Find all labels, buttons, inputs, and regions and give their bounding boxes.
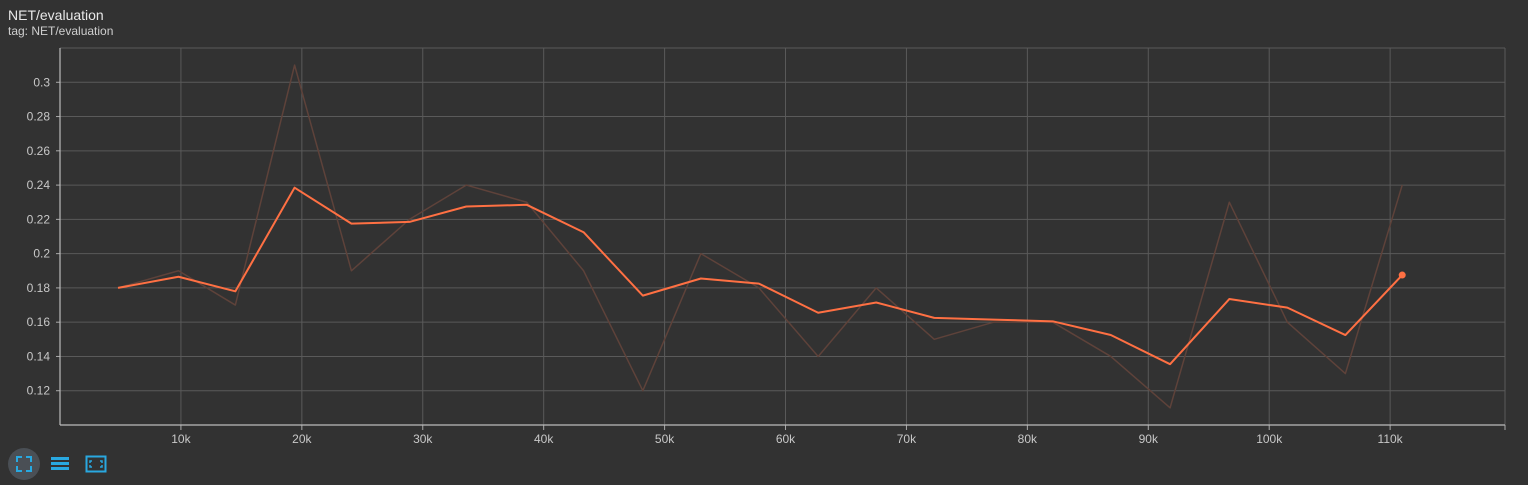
y-tick-label: 0.24 <box>27 178 51 192</box>
x-tick-label: 90k <box>1139 432 1159 445</box>
y-tick-label: 0.16 <box>27 315 51 329</box>
data-table-button[interactable] <box>44 448 76 480</box>
y-tick-label: 0.12 <box>27 384 51 398</box>
line-chart: 0.12 0.14 0.16 0.18 0.2 0.22 0.24 0.26 0.28 0.3 10… <box>27 47 1506 445</box>
y-tick-label: 0.28 <box>27 110 51 124</box>
y-tick-label: 0.18 <box>27 281 51 295</box>
axis-layer: 0.12 0.14 0.16 0.18 0.2 0.22 0.24 0.26 0.28 0.3 10… <box>27 48 1506 445</box>
y-tick-label: 0.26 <box>27 144 51 158</box>
fullscreen-icon <box>16 456 32 472</box>
fit-domain-icon <box>85 455 107 473</box>
x-tick-label: 110k <box>1378 432 1404 445</box>
y-tick-label: 0.3 <box>33 75 50 89</box>
grid-layer <box>60 47 1506 425</box>
y-tick-label: 0.2 <box>33 247 50 261</box>
chart-title: NET/evaluation <box>8 7 104 23</box>
x-tick-label: 40k <box>534 432 554 445</box>
x-tick-label: 30k <box>413 432 433 445</box>
data-table-icon <box>51 457 69 470</box>
x-tick-label: 10k <box>171 432 191 445</box>
raw-series-line <box>117 64 1403 409</box>
series-layer <box>117 64 1406 409</box>
x-tick-label: 80k <box>1018 432 1038 445</box>
fit-domain-button[interactable] <box>80 448 112 480</box>
x-tick-label: 70k <box>897 432 917 445</box>
last-point-marker <box>1398 271 1406 279</box>
fullscreen-button[interactable] <box>8 448 40 480</box>
x-tick-label: 100k <box>1256 432 1283 445</box>
x-tick-label: 50k <box>655 432 675 445</box>
y-tick-label: 0.22 <box>27 212 51 226</box>
chart-tag-subtitle: tag: NET/evaluation <box>8 24 114 38</box>
smoothed-series-line <box>117 186 1403 366</box>
chart-header: NET/evaluation tag: NET/evaluation <box>8 7 113 38</box>
x-tick-label: 60k <box>776 432 796 445</box>
chart-toolbar <box>8 448 112 480</box>
x-tick-label: 20k <box>292 432 312 445</box>
y-tick-label: 0.14 <box>27 349 51 363</box>
